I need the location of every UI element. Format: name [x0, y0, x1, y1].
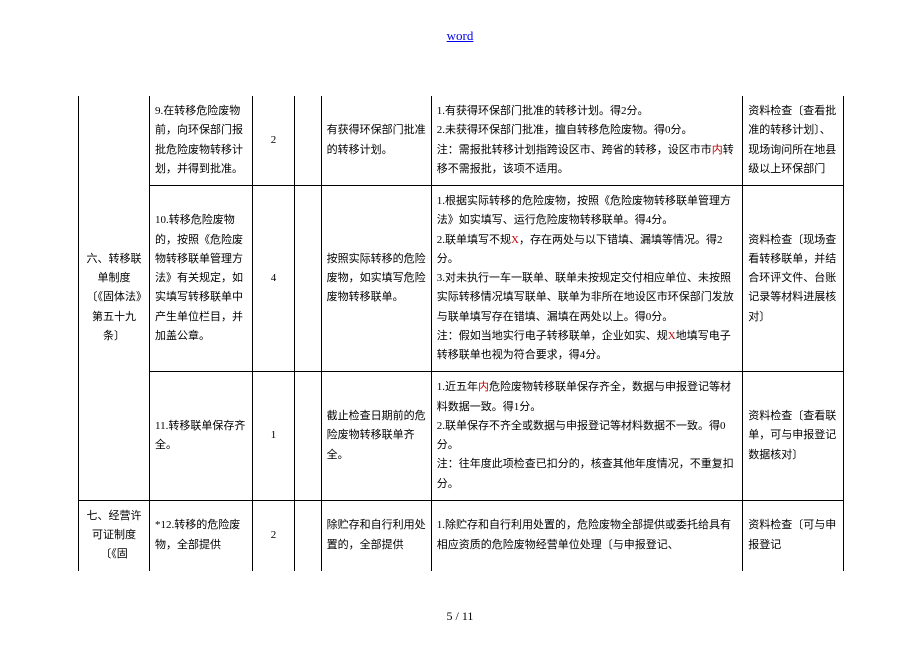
- standards-table: 六、转移联单制度〔《固体法》第五十九条〕9.在转移危险废物前，向环保部门报批危险…: [78, 96, 844, 571]
- header-link[interactable]: word: [0, 28, 920, 44]
- category-cell: 七、经营许可证制度〔《固: [79, 500, 150, 570]
- blank-cell: [295, 372, 321, 501]
- standard-cell: 截止检查日期前的危险废物转移联单齐全。: [321, 372, 431, 501]
- standard-cell: 有获得环保部门批准的转移计划。: [321, 96, 431, 186]
- note-cell: 1.有获得环保部门批准的转移计划。得2分。2.未获得环保部门批准，擅自转移危险废…: [431, 96, 743, 186]
- highlighted-text: X: [668, 330, 676, 342]
- note-cell: 1.根据实际转移的危险废物，按照《危险废物转移联单管理方法》如实填写、运行危险废…: [431, 186, 743, 372]
- item-cell: 11.转移联单保存齐全。: [149, 372, 252, 501]
- points-cell: 1: [252, 372, 294, 501]
- item-cell: 9.在转移危险废物前，向环保部门报批危险废物转移计划，并得到批准。: [149, 96, 252, 186]
- blank-cell: [295, 500, 321, 570]
- check-cell: 资料检查〔现场查看转移联单，并结合环评文件、台账记录等材料进展核对〕: [743, 186, 844, 372]
- check-cell: 资料检查〔查看联单，可与申报登记数据核对〕: [743, 372, 844, 501]
- blank-cell: [295, 186, 321, 372]
- highlighted-text: 内: [712, 144, 723, 156]
- table-row: 11.转移联单保存齐全。1截止检查日期前的危险废物转移联单齐全。1.近五年内危险…: [79, 372, 844, 501]
- standard-cell: 按照实际转移的危险废物，如实填写危险废物转移联单。: [321, 186, 431, 372]
- item-cell: *12.转移的危险废物，全部提供: [149, 500, 252, 570]
- note-cell: 1.除贮存和自行利用处置的，危险废物全部提供或委托给具有相应资质的危险废物经营单…: [431, 500, 743, 570]
- highlighted-text: 内: [478, 381, 489, 393]
- check-cell: 资料检查〔可与申报登记: [743, 500, 844, 570]
- note-cell: 1.近五年内危险废物转移联单保存齐全，数据与申报登记等材料数据一致。得1分。2.…: [431, 372, 743, 501]
- document-table-container: 六、转移联单制度〔《固体法》第五十九条〕9.在转移危险废物前，向环保部门报批危险…: [78, 96, 844, 571]
- points-cell: 2: [252, 500, 294, 570]
- standard-cell: 除贮存和自行利用处置的，全部提供: [321, 500, 431, 570]
- table-row: 10.转移危险废物的，按照《危险废物转移联单管理方法》有关规定，如实填写转移联单…: [79, 186, 844, 372]
- table-row: 七、经营许可证制度〔《固*12.转移的危险废物，全部提供2 除贮存和自行利用处置的…: [79, 500, 844, 570]
- highlighted-text: X: [511, 234, 519, 246]
- check-cell: 资料检查〔查看批准的转移计划〕、现场询问所在地县级以上环保部门: [743, 96, 844, 186]
- points-cell: 2: [252, 96, 294, 186]
- table-row: 六、转移联单制度〔《固体法》第五十九条〕9.在转移危险废物前，向环保部门报批危险…: [79, 96, 844, 186]
- points-cell: 4: [252, 186, 294, 372]
- item-cell: 10.转移危险废物的，按照《危险废物转移联单管理方法》有关规定，如实填写转移联单…: [149, 186, 252, 372]
- blank-cell: [295, 96, 321, 186]
- page-number: 5 / 11: [0, 609, 920, 624]
- category-cell: 六、转移联单制度〔《固体法》第五十九条〕: [79, 96, 150, 500]
